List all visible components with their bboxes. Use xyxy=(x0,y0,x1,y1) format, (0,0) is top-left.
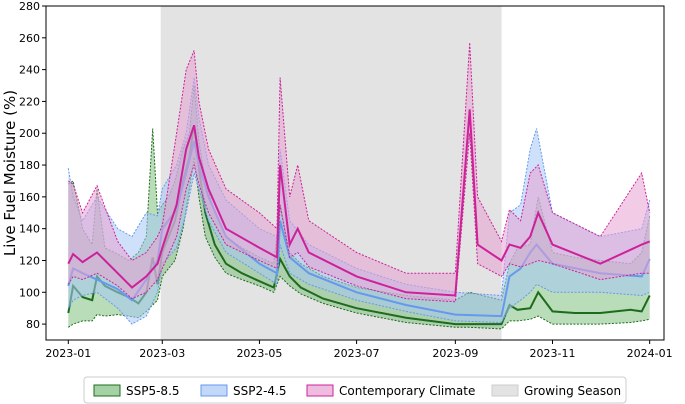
legend-label: Contemporary Climate xyxy=(339,384,475,398)
series-line xyxy=(67,109,651,297)
y-tick-label: 120 xyxy=(19,254,40,267)
legend-label: SSP5-8.5 xyxy=(126,384,180,398)
y-axis-label: Live Fuel Moisture (%) xyxy=(1,90,19,256)
plot-content xyxy=(67,6,651,340)
legend-label: SSP2-4.5 xyxy=(233,384,287,398)
y-tick-label: 260 xyxy=(19,32,40,45)
y-tick-label: 200 xyxy=(19,127,40,140)
y-tick-label: 280 xyxy=(19,0,40,13)
x-tick-label: 2023-01 xyxy=(45,347,91,360)
y-tick-label: 100 xyxy=(19,286,40,299)
legend-swatch xyxy=(491,384,519,397)
x-tick-label: 2023-11 xyxy=(530,347,576,360)
legend: SSP5-8.5 SSP2-4.5 Contemporary Climate Grow… xyxy=(83,376,627,404)
y-tick-label: 240 xyxy=(19,64,40,77)
legend-swatch xyxy=(200,384,228,397)
series-band xyxy=(68,42,650,302)
y-tick-label: 220 xyxy=(19,95,40,108)
axes: 80 100 120 140 160 180 200 220 240 260 280 2023-01 2… xyxy=(19,0,673,360)
series-lower-bound xyxy=(67,172,650,325)
series-lower-bound xyxy=(67,133,650,303)
y-tick-label: 80 xyxy=(26,318,40,331)
y-tick-label: 160 xyxy=(19,191,40,204)
plot-area xyxy=(67,6,651,340)
legend-swatch xyxy=(306,384,334,397)
series-upper-bound xyxy=(68,42,651,274)
y-tick-label: 180 xyxy=(19,159,40,172)
x-tick-label: 2023-03 xyxy=(139,347,185,360)
plot-frame xyxy=(45,5,665,341)
legend-label: Growing Season xyxy=(524,384,621,398)
x-tick-label: 2024-01 xyxy=(627,347,673,360)
x-tick-label: 2023-09 xyxy=(432,347,478,360)
x-tick-label: 2023-05 xyxy=(236,347,282,360)
legend-swatch xyxy=(93,384,121,397)
series-2 xyxy=(67,42,651,303)
y-tick-label: 140 xyxy=(19,223,40,236)
x-tick-label: 2023-07 xyxy=(334,347,380,360)
